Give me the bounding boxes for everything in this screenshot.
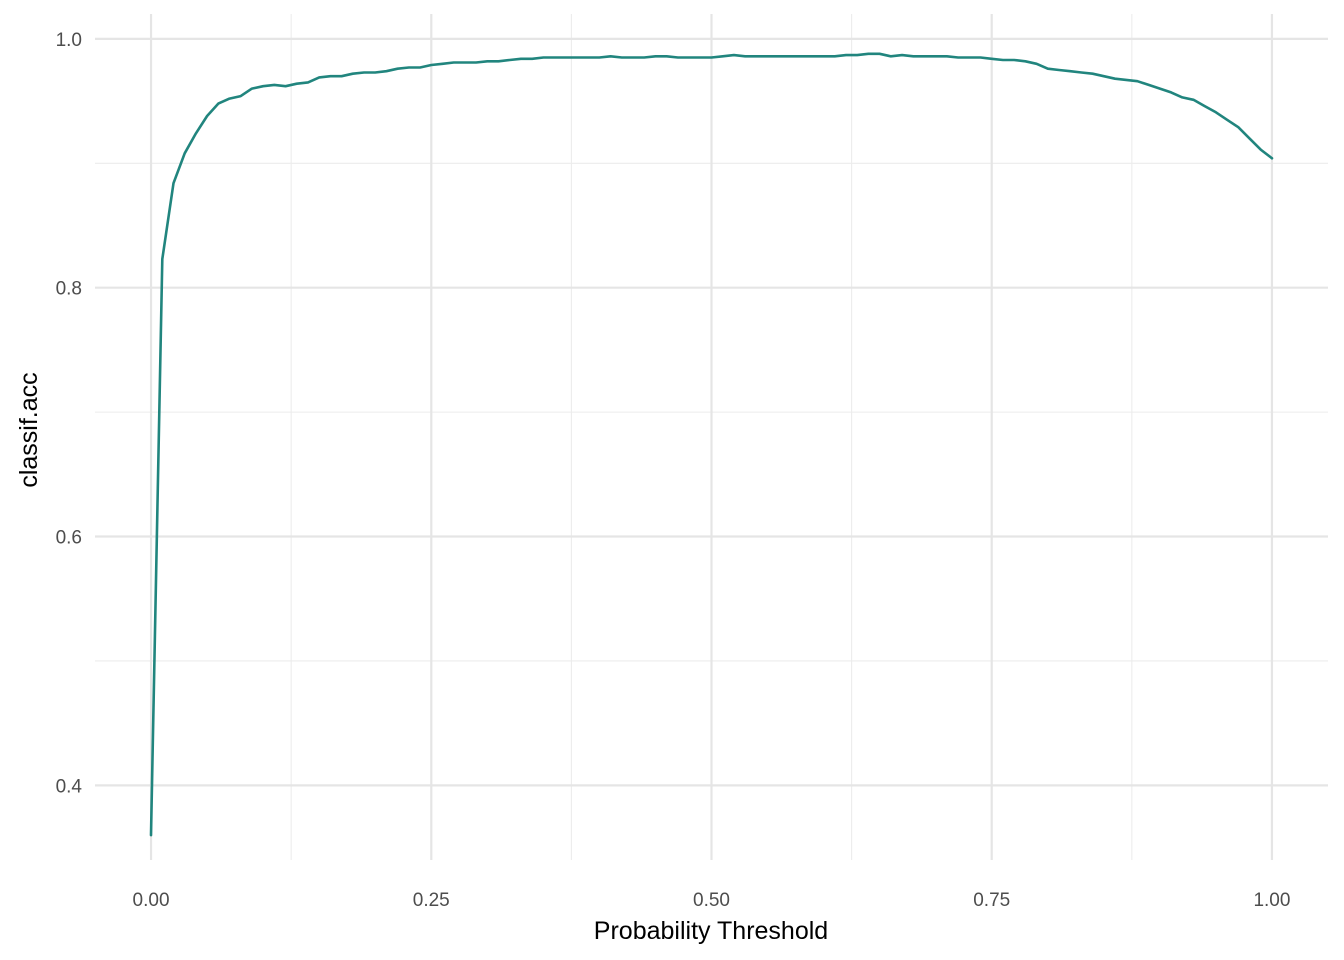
x-tick-label: 0.00: [133, 890, 170, 911]
y-axis-title: classif.acc: [15, 372, 43, 487]
y-tick-label: 0.8: [56, 279, 82, 300]
y-tick-label: 1.0: [56, 30, 82, 51]
y-tick-label: 0.4: [56, 776, 83, 797]
x-axis-title: Probability Threshold: [594, 917, 828, 945]
x-tick-label: 0.25: [413, 890, 450, 911]
x-tick-label: 1.00: [1253, 890, 1290, 911]
x-axis-tick-labels: 0.00 0.25 0.50 0.75 1.00: [133, 890, 1291, 911]
y-axis-tick-labels: 0.4 0.6 0.8 1.0: [56, 30, 83, 797]
accuracy-line: [149, 52, 1274, 837]
y-tick-label: 0.6: [56, 528, 82, 549]
x-tick-label: 0.75: [973, 890, 1010, 911]
major-gridlines: [95, 14, 1328, 860]
x-tick-label: 0.50: [693, 890, 730, 911]
series-layer: [149, 52, 1274, 837]
